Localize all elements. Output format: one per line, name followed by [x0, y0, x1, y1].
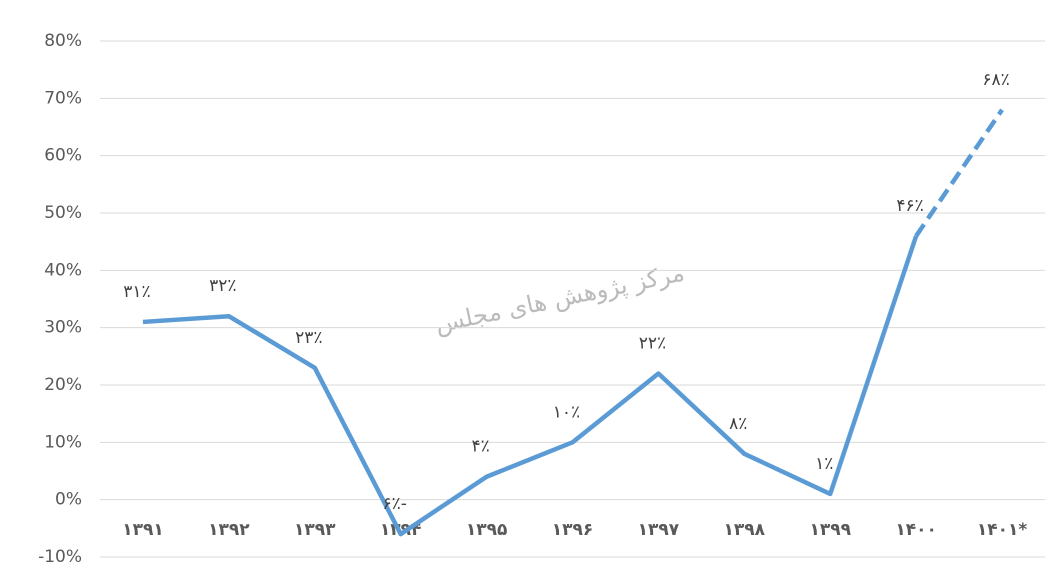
data-label: ۸٪ — [729, 414, 747, 434]
data-label: ۶٪- — [382, 494, 406, 514]
x-tick-label: ۱۳۹۸ — [724, 520, 766, 540]
data-label: ۶۸٪ — [982, 70, 1009, 90]
y-tick-label: 40% — [44, 260, 82, 280]
data-label: ۲۲٪ — [639, 334, 666, 354]
y-tick-label: 0% — [55, 490, 82, 510]
data-label: ۱٪ — [815, 454, 833, 474]
x-tick-label: ۱۳۹۵ — [466, 520, 508, 540]
y-tick-label: 20% — [44, 375, 82, 395]
line — [142, 235, 919, 537]
y-tick-label: 80% — [44, 31, 82, 51]
data-label: ۳۱٪ — [123, 282, 150, 302]
y-tick-label: 50% — [44, 203, 82, 223]
y-tick-label: 30% — [44, 318, 82, 338]
data-label: ۲۳٪ — [295, 328, 322, 348]
data-label: ۴۶٪ — [896, 196, 923, 216]
x-tick-label: ۱۳۹۲ — [208, 520, 250, 540]
x-tick-label: ۱۳۹۶ — [552, 520, 594, 540]
x-tick-label: ۱۴۰۰ — [895, 520, 937, 540]
data-label: ۴٪ — [471, 437, 489, 457]
x-tick-label: ۱۳۹۱ — [122, 520, 164, 540]
x-tick-label: ۱۳۹۷ — [638, 520, 680, 540]
y-tick-label: -10% — [38, 547, 82, 567]
data-label: ۱۰٪ — [553, 402, 580, 422]
data-label: ۳۲٪ — [209, 276, 236, 296]
x-tick-label: ۱۴۰۱* — [977, 520, 1028, 540]
line — [914, 108, 1004, 238]
y-tick-label: 70% — [44, 88, 82, 108]
y-tick-label: 60% — [44, 146, 82, 166]
x-tick-label: ۱۳۹۳ — [294, 520, 336, 540]
y-tick-label: 10% — [44, 432, 82, 452]
x-tick-label: ۱۳۹۹ — [809, 520, 851, 540]
